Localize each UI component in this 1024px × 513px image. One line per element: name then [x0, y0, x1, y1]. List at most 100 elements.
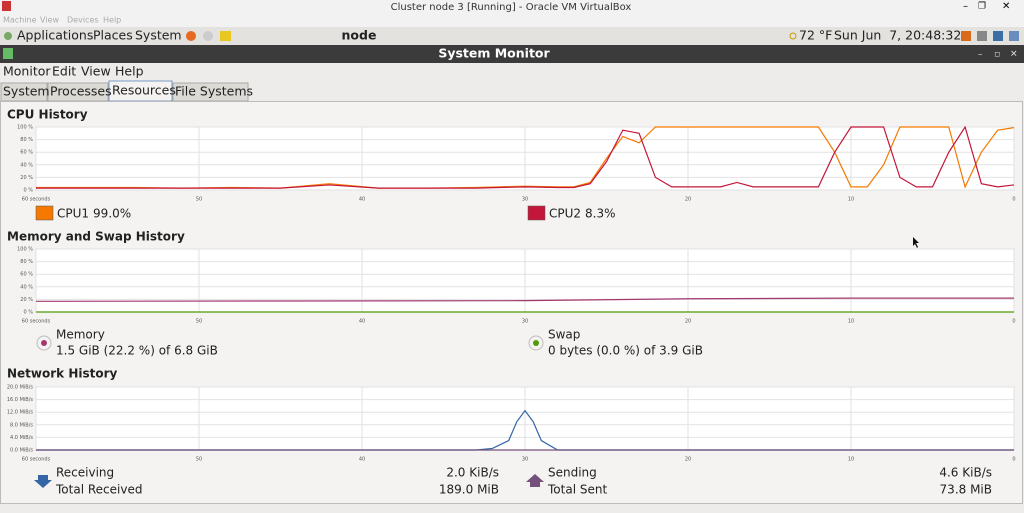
tray-icon[interactable]: [977, 31, 987, 41]
legend-detail: 1.5 GiB (22.2 %) of 6.8 GiB: [56, 344, 218, 358]
y-tick-label: 100 %: [17, 247, 33, 253]
app-menu[interactable]: Monitor: [3, 64, 51, 79]
tab-label[interactable]: File Systems: [175, 84, 253, 99]
x-tick-label: 10: [848, 197, 854, 203]
legend-icon: [41, 340, 47, 346]
tab-label[interactable]: Resources: [112, 83, 176, 98]
app-menu[interactable]: Edit: [52, 64, 76, 79]
y-tick-label: 4.0 MiB/s: [10, 435, 33, 441]
x-tick-label: 30: [522, 457, 528, 463]
legend-total: 73.8 MiB: [940, 483, 992, 497]
series-line: [36, 125, 1015, 189]
y-tick-label: 60 %: [20, 272, 33, 278]
vbox-title: Cluster node 3 [Running] - Oracle VM Vir…: [391, 2, 632, 13]
x-tick-label: 40: [359, 457, 365, 463]
series-line: [36, 409, 1014, 451]
vbox-titlebar: [0, 0, 1024, 13]
minimize[interactable]: –: [963, 1, 968, 12]
vbox-menu[interactable]: Devices: [67, 16, 99, 25]
firefox-icon[interactable]: [186, 31, 196, 41]
y-tick-label: 20.0 MiB/s: [7, 385, 34, 391]
panel-menu[interactable]: Places: [93, 28, 133, 43]
vbox-menu[interactable]: Machine: [3, 16, 37, 25]
legend-name: CPU1: [57, 207, 89, 221]
legend-icon: [34, 475, 52, 488]
x-tick-label: 0: [1012, 319, 1015, 325]
x-tick-label: 0: [1012, 197, 1015, 203]
y-tick-label: 40 %: [20, 162, 33, 168]
x-tick-label: 50: [196, 197, 202, 203]
app-menu[interactable]: View: [81, 64, 111, 79]
legend-value: 8.3%: [585, 207, 616, 221]
tab-label[interactable]: Processes: [50, 84, 112, 99]
x-tick-label: 0: [1012, 457, 1015, 463]
tray-icon[interactable]: [993, 31, 1003, 41]
y-tick-label: 12.0 MiB/s: [7, 410, 34, 416]
restore[interactable]: ❐: [978, 2, 986, 12]
weather[interactable]: 72 °F: [799, 28, 832, 43]
app-menu[interactable]: Help: [115, 64, 144, 79]
mail-icon[interactable]: [203, 31, 213, 41]
y-tick-label: 0 %: [23, 310, 33, 316]
legend-value: 99.0%: [93, 207, 131, 221]
x-tick-label: 20: [685, 197, 691, 203]
y-tick-label: 40 %: [20, 284, 33, 290]
close[interactable]: ✕: [1010, 50, 1018, 60]
series-line: [36, 126, 1015, 189]
legend-total-label: Total Received: [55, 483, 142, 497]
x-tick-label: 60 seconds: [22, 457, 51, 463]
panel: [0, 27, 1024, 45]
chart-title: Network History: [7, 367, 118, 381]
legend-total: 189.0 MiB: [439, 483, 499, 497]
vbox-icon: [2, 1, 11, 11]
hostname: node: [342, 28, 377, 43]
x-tick-label: 60 seconds: [22, 197, 51, 203]
vbox-menu[interactable]: View: [40, 16, 59, 25]
cursor: [913, 237, 919, 248]
y-tick-label: 0 %: [23, 188, 33, 194]
x-tick-label: 30: [522, 319, 528, 325]
y-tick-label: 60 %: [20, 150, 33, 156]
tray-icon[interactable]: [961, 31, 971, 41]
x-tick-label: 10: [848, 457, 854, 463]
vbox-menubar: [0, 13, 1024, 27]
y-tick-label: 16.0 MiB/s: [7, 397, 34, 403]
window-icon: [3, 48, 13, 59]
chart-title: Memory and Swap History: [7, 230, 185, 244]
legend-swatch: [527, 205, 546, 221]
close[interactable]: ✕: [1002, 1, 1010, 12]
y-tick-label: 100 %: [17, 125, 33, 131]
series-line: [35, 297, 1014, 302]
y-tick-label: 80 %: [20, 137, 33, 143]
legend-rate: 4.6 KiB/s: [939, 466, 992, 480]
apps-icon: [4, 32, 12, 40]
panel-menu[interactable]: System: [135, 28, 182, 43]
tray-icon[interactable]: [1009, 31, 1019, 41]
x-tick-label: 20: [685, 457, 691, 463]
legend-detail: 0 bytes (0.0 %) of 3.9 GiB: [548, 344, 703, 358]
legend-icon: [526, 474, 544, 487]
legend-rate: 2.0 KiB/s: [446, 466, 499, 480]
legend-name: Receiving: [56, 466, 114, 480]
legend-name: Memory: [56, 328, 105, 342]
clock[interactable]: Sun Jun 7, 20:48:32: [834, 28, 961, 43]
legend-total-label: Total Sent: [547, 483, 607, 497]
panel-menu[interactable]: Applications: [17, 28, 93, 43]
y-tick-label: 0.0 MiB/s: [10, 448, 33, 454]
y-tick-label: 20 %: [20, 297, 33, 303]
chart-title: CPU History: [7, 108, 88, 122]
x-tick-label: 30: [522, 197, 528, 203]
y-tick-label: 8.0 MiB/s: [10, 422, 33, 428]
vbox-menu[interactable]: Help: [103, 16, 121, 25]
tab-label[interactable]: System: [3, 84, 50, 99]
window-title: System Monitor: [438, 46, 550, 61]
legend-name: Swap: [548, 328, 580, 342]
x-tick-label: 10: [848, 319, 854, 325]
maximize[interactable]: ▫: [994, 50, 1000, 60]
notes-icon[interactable]: [220, 31, 231, 41]
minimize[interactable]: –: [978, 50, 983, 60]
x-tick-label: 60 seconds: [22, 319, 51, 325]
x-tick-label: 50: [196, 457, 202, 463]
